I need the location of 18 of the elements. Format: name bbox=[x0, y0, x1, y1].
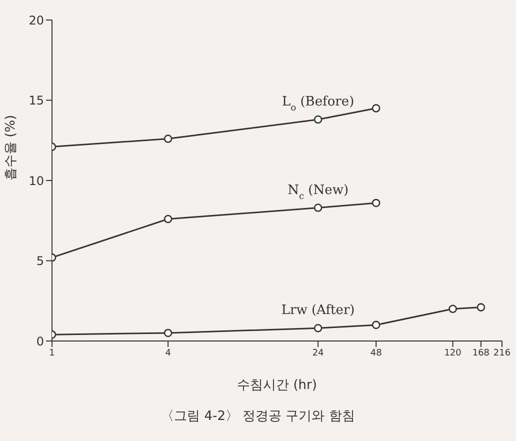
x-tick-label: 1 bbox=[49, 348, 55, 358]
x-tick-label: 24 bbox=[312, 348, 324, 358]
text: 〈그림 4-2〉 정경공 구기와 함침 bbox=[160, 408, 356, 425]
x-axis-title: 수침시간 (hr) bbox=[237, 378, 317, 393]
y-tick-label: 5 bbox=[36, 254, 44, 268]
x-tick-label: 48 bbox=[370, 348, 382, 358]
x-tick-label: 4 bbox=[165, 348, 172, 358]
y-tick-label: 15 bbox=[28, 94, 44, 108]
x-tick-label: 120 bbox=[444, 348, 462, 358]
series-label: L$_{o}$ (Before) bbox=[282, 94, 354, 114]
series-label: Lrw (After) bbox=[281, 303, 355, 318]
series-label: N$_{c}$ (New) bbox=[288, 182, 349, 202]
x-tick-label: 216 bbox=[493, 348, 511, 358]
y-tick-label: 20 bbox=[28, 13, 44, 28]
y-axis-title: 흡수율 (%) bbox=[4, 114, 19, 180]
y-tick-label: 0 bbox=[36, 334, 44, 348]
x-tick-label: 168 bbox=[472, 348, 490, 358]
y-tick-label: 10 bbox=[28, 174, 44, 188]
